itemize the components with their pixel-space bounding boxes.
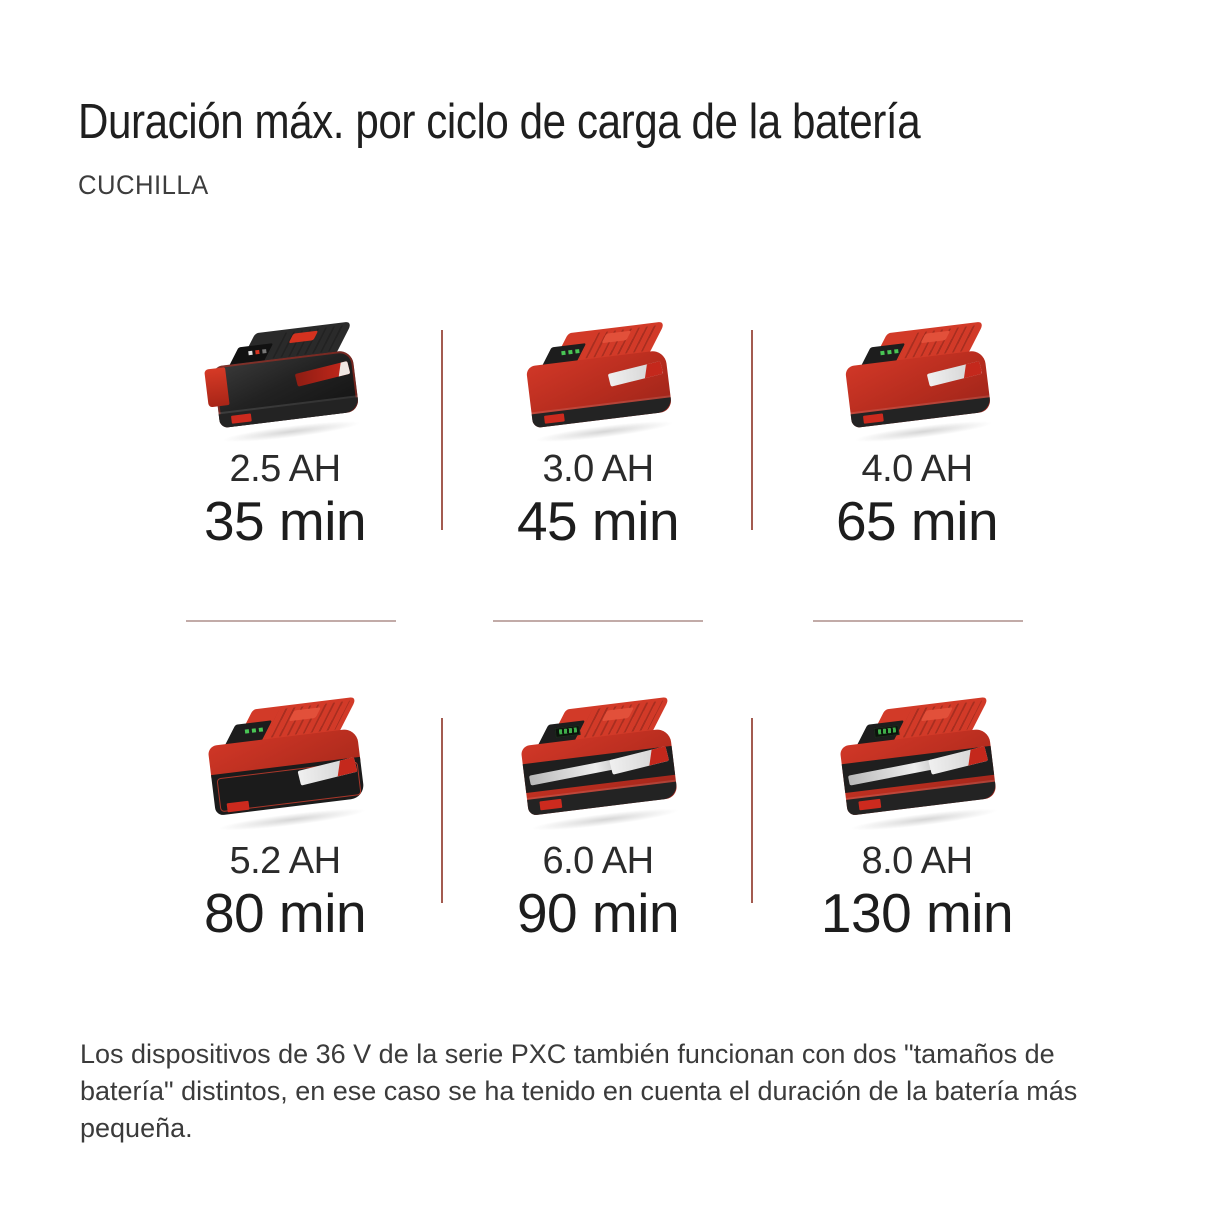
column-divider (441, 718, 443, 903)
battery-charge-leds (245, 729, 250, 734)
capacity-label: 4.0 AH (861, 448, 973, 490)
capacity-label: 2.5 AH (229, 448, 341, 490)
battery-cell-2-5ah: 2.5 AH 35 min (125, 321, 445, 552)
battery-image-box (438, 696, 758, 822)
capacity-label: 3.0 AH (542, 448, 654, 490)
duration-value: 35 min (203, 490, 367, 552)
page-subtitle: CUCHILLA (78, 170, 209, 200)
duration-value: 80 min (203, 882, 367, 944)
capacity-label: 5.2 AH (229, 840, 341, 882)
battery-cell-5-2ah: 5.2 AH 80 min (125, 696, 445, 944)
battery-image-box (757, 321, 1077, 434)
column-divider (751, 718, 753, 903)
duration-value: 45 min (516, 490, 680, 552)
battery-photo-5-2ah (194, 696, 376, 828)
battery-charge-leds (880, 350, 885, 356)
row-divider (493, 620, 703, 622)
capacity-label: 6.0 AH (542, 840, 654, 882)
battery-cell-8-0ah: 8.0 AH 130 min (757, 696, 1077, 944)
footnote: Los dispositivos de 36 V de la serie PXC… (80, 1039, 1078, 1143)
battery-image-box (438, 321, 758, 434)
battery-charge-leds (561, 350, 566, 356)
battery-photo-8-0ah (826, 696, 1008, 828)
battery-cell-3-0ah: 3.0 AH 45 min (438, 321, 758, 552)
column-divider (751, 330, 753, 530)
battery-photo-3-0ah (513, 321, 682, 440)
battery-photo-2-5ah (200, 321, 369, 440)
battery-photo-4-0ah (832, 321, 1001, 440)
duration-value: 90 min (516, 882, 680, 944)
battery-image-box (125, 696, 445, 822)
battery-image-box (757, 696, 1077, 822)
column-divider (441, 330, 443, 530)
battery-image-box (125, 321, 445, 434)
duration-value: 130 min (820, 882, 1014, 944)
battery-cell-6-0ah: 6.0 AH 90 min (438, 696, 758, 944)
page-title: Duración máx. por ciclo de carga de la b… (78, 95, 921, 149)
row-divider (813, 620, 1023, 622)
row-divider (186, 620, 396, 622)
capacity-label: 8.0 AH (861, 840, 973, 882)
battery-photo-6-0ah (507, 696, 689, 828)
battery-charge-leds (248, 350, 253, 356)
duration-value: 65 min (835, 490, 999, 552)
battery-cell-4-0ah: 4.0 AH 65 min (757, 321, 1077, 552)
